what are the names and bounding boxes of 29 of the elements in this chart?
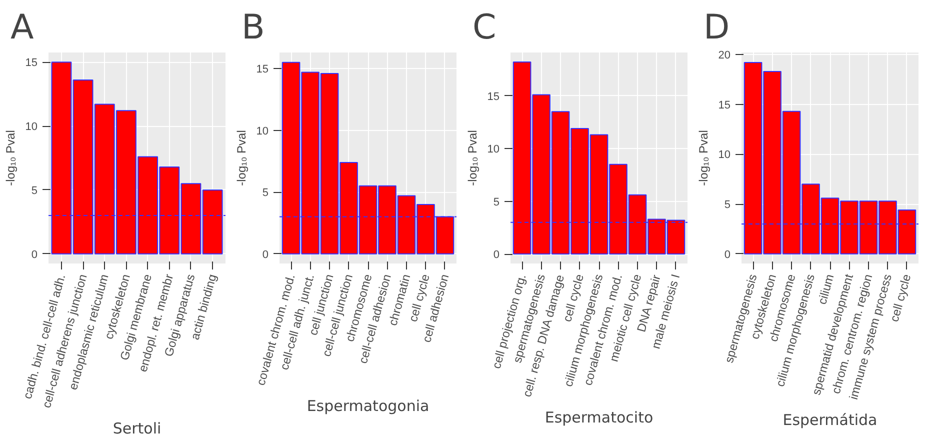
y-axis-title: -log₁₀ Pval — [234, 130, 248, 186]
x-axis-title: Espermátida — [782, 410, 878, 429]
y-tick-label: 15 — [256, 64, 269, 76]
y-axis-title: -log₁₀ Pval — [3, 130, 18, 186]
chart-title: B — [242, 8, 265, 48]
y-tick-label: 15 — [718, 99, 731, 112]
y-axis-title: -log₁₀ Pval — [696, 130, 710, 186]
y-tick-label: 5 — [493, 196, 500, 208]
x-axis-title: Espermatogonia — [306, 396, 430, 415]
y-tick-label: 0 — [31, 248, 38, 261]
y-tick-label: 0 — [262, 248, 269, 261]
y-tick-label: 10 — [25, 121, 38, 134]
x-axis-title: Sertoli — [112, 419, 162, 438]
y-tick-label: 10 — [256, 125, 269, 138]
y-tick-label: 10 — [718, 149, 731, 162]
chart-title: A — [10, 8, 34, 48]
y-tick-label: 0 — [493, 249, 500, 262]
chart-title: D — [704, 8, 730, 48]
y-tick-label: 20 — [718, 49, 731, 62]
chart-title: C — [472, 8, 496, 48]
y-tick-label: 0 — [724, 248, 731, 261]
y-tick-label: 15 — [25, 57, 38, 70]
y-tick-label: 10 — [487, 144, 500, 156]
y-axis-title: -log₁₀ Pval — [465, 130, 480, 186]
y-tick-label: 5 — [31, 184, 38, 197]
y-tick-label: 5 — [724, 199, 731, 212]
y-tick-label: 15 — [487, 90, 500, 103]
y-tick-label: 5 — [262, 187, 269, 200]
x-axis-title: Espermatocito — [544, 408, 654, 426]
